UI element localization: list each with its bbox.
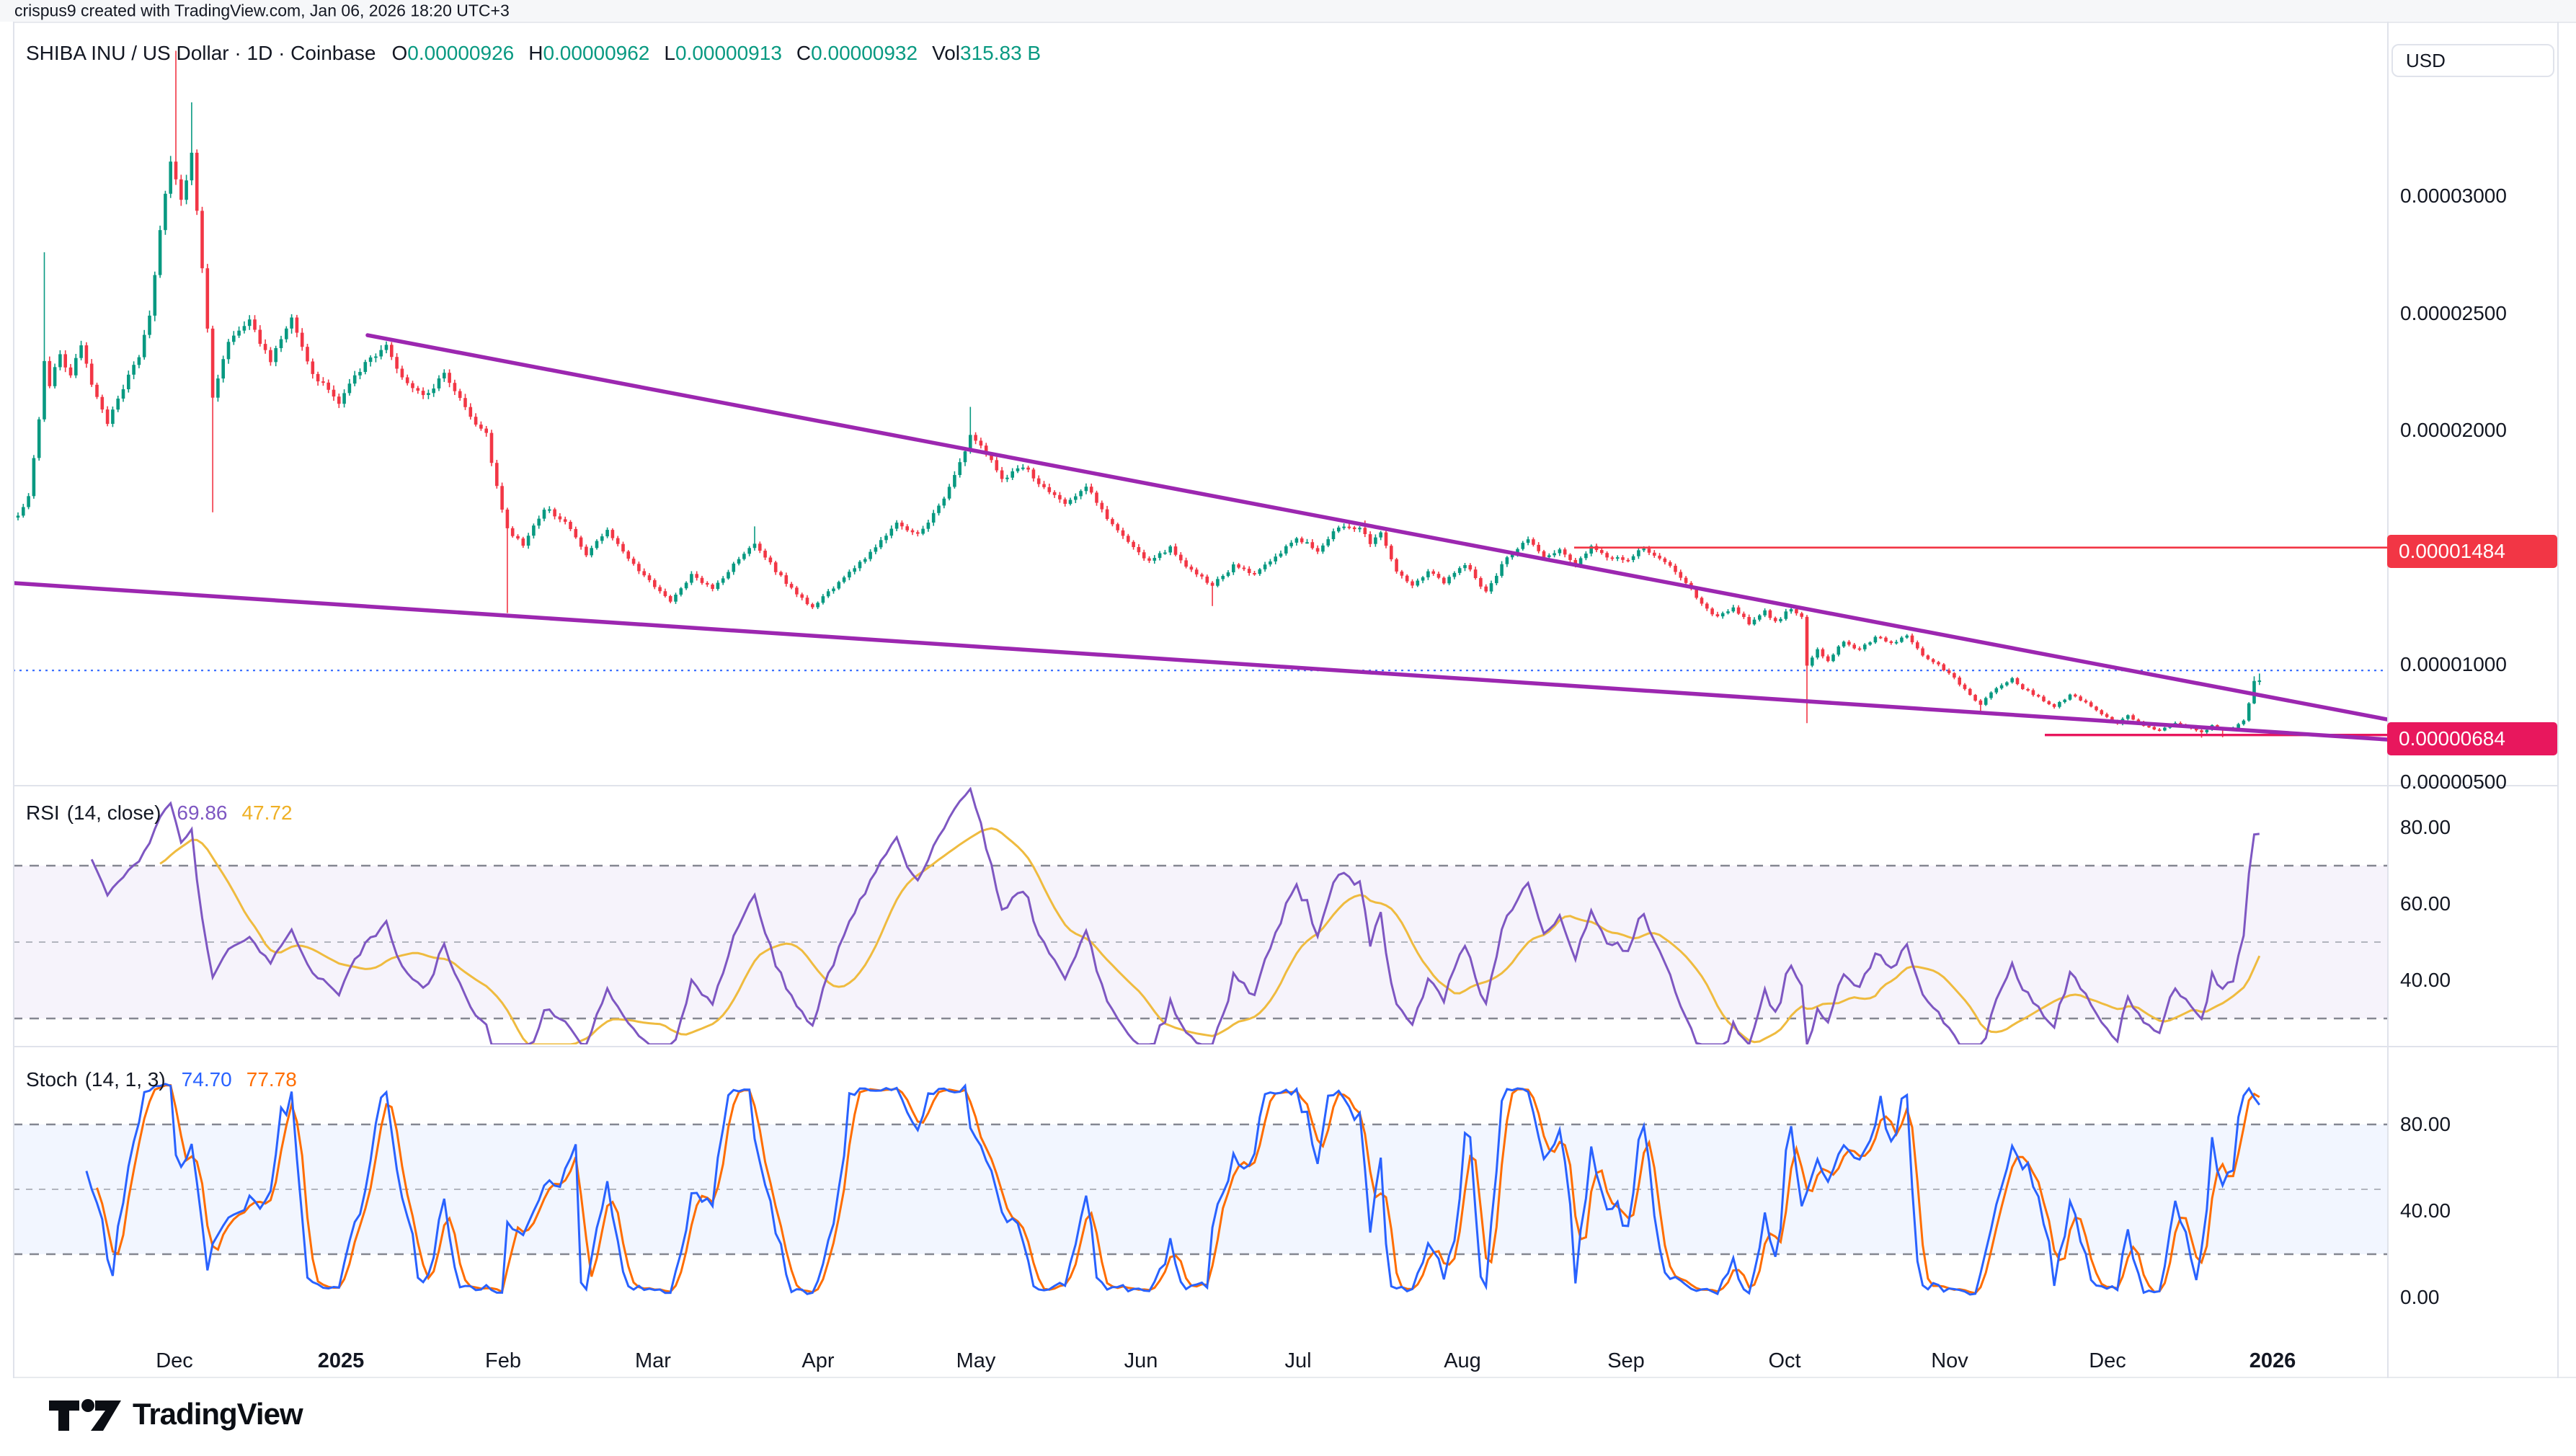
price-axis[interactable] — [2387, 22, 2559, 1378]
candlesticks — [16, 50, 2262, 738]
month-label: May — [956, 1349, 996, 1372]
price-level-badge: 0.00001484 — [2387, 534, 2557, 568]
rsi-tick-label: 60.00 — [2400, 892, 2451, 915]
month-label: Apr — [801, 1349, 835, 1372]
stoch-tick-label: 0.00 — [2400, 1286, 2440, 1308]
ohlc-item: Vol315.83 B — [932, 42, 1041, 64]
ohlc-values: O0.00000926 H0.00000962 L0.00000913 C0.0000… — [392, 42, 1056, 65]
month-label: Dec — [156, 1349, 193, 1372]
stoch-name: Stoch — [26, 1068, 78, 1091]
ohlc-item: C0.00000932 — [796, 42, 918, 64]
stoch-values: 74.70 77.78 — [182, 1068, 311, 1091]
card-bottom-border — [13, 1377, 2576, 1378]
month-label: Jun — [1124, 1349, 1158, 1372]
month-label: Feb — [485, 1349, 521, 1372]
stoch-params: (14, 1, 3) — [84, 1068, 166, 1091]
stoch-band — [13, 1124, 2387, 1254]
stoch-tick-label: 80.00 — [2400, 1113, 2451, 1135]
main-price-panel — [13, 50, 2387, 742]
indicator-value: 77.78 — [246, 1068, 297, 1091]
month-label: Nov — [1931, 1349, 1968, 1372]
month-label: Jul — [1284, 1349, 1312, 1372]
stoch-k-line — [85, 1083, 2261, 1296]
rsi-tick-label: 40.00 — [2400, 969, 2451, 991]
rsi-line — [90, 787, 2260, 1044]
currency-button[interactable]: USD — [2391, 44, 2554, 77]
rsi-legend: RSI (14, close) 69.86 47.72 — [26, 802, 307, 825]
price-tick-label: 0.00001000 — [2400, 653, 2507, 675]
rsi-panel — [13, 787, 2387, 1044]
currency-label: USD — [2406, 49, 2446, 71]
rsi-ma-line — [159, 827, 2261, 1044]
upper-wedge-line — [365, 333, 2387, 722]
stoch-tick-label: 40.00 — [2400, 1199, 2451, 1222]
time-axis[interactable]: Dec 2025 Feb Mar Apr May Jun Jul Aug Sep Oct Nov Dec… — [13, 1331, 2387, 1378]
price-level-badge: 0.00000684 — [2387, 722, 2557, 755]
attribution-text: crispus9 created with TradingView.com, J… — [14, 1, 510, 20]
symbol-legend: SHIBA INU / US Dollar · 1D · Coinbase O0… — [26, 42, 1055, 65]
month-label: 2026 — [2249, 1349, 2296, 1372]
rsi-params: (14, close) — [66, 802, 161, 824]
price-axis-separator — [2387, 22, 2389, 1378]
card-left-border — [13, 22, 14, 1378]
month-label: Dec — [2089, 1349, 2126, 1372]
month-label: Oct — [1768, 1349, 1801, 1372]
rsi-values: 69.86 47.72 — [177, 802, 306, 825]
rsi-name: RSI — [26, 802, 60, 824]
card-right-border — [2557, 22, 2559, 1378]
price-tick-label: 0.00003000 — [2400, 185, 2507, 207]
ohlc-item: H0.00000962 — [528, 42, 650, 64]
tradingview-wordmark: TradingView — [133, 1397, 303, 1431]
stoch-legend: Stoch (14, 1, 3) 74.70 77.78 — [26, 1068, 311, 1091]
tradingview-logo-icon — [49, 1399, 121, 1431]
footer-brand[interactable]: TradingView — [48, 1395, 303, 1433]
symbol-title: SHIBA INU / US Dollar · 1D · Coinbase — [26, 42, 376, 64]
rsi-panel-separator — [13, 785, 2557, 786]
indicator-value: 74.70 — [181, 1068, 232, 1091]
indicator-value: 47.72 — [241, 802, 293, 824]
price-tick-label: 0.00000500 — [2400, 770, 2507, 793]
month-label: Sep — [1607, 1349, 1645, 1372]
month-label: 2025 — [317, 1349, 365, 1372]
month-label: Aug — [1444, 1349, 1481, 1372]
ohlc-item: O0.00000926 — [391, 42, 515, 64]
price-tick-label: 0.00002000 — [2400, 419, 2507, 441]
indicator-value: 69.86 — [177, 802, 228, 824]
stoch-d-line — [96, 1084, 2260, 1295]
rsi-band — [13, 866, 2387, 1018]
ohlc-item: L0.00000913 — [664, 42, 782, 64]
price-tick-label: 0.00002500 — [2400, 301, 2507, 324]
month-label: Mar — [635, 1349, 671, 1372]
attribution-bar: crispus9 created with TradingView.com, J… — [0, 0, 2576, 22]
card-top-border — [13, 22, 2576, 23]
stoch-panel — [13, 1083, 2387, 1296]
rsi-tick-label: 80.00 — [2400, 816, 2451, 838]
stoch-panel-separator — [13, 1046, 2557, 1047]
lower-wedge-line — [13, 581, 2387, 742]
